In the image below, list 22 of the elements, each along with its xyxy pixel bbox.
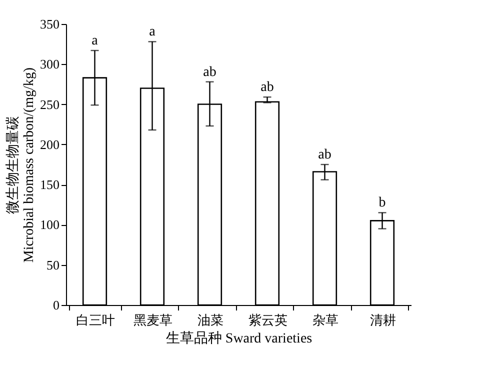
y-tick-label: 300 bbox=[40, 56, 60, 72]
x-tick-label: 白三叶 bbox=[76, 312, 115, 328]
annotation: b bbox=[378, 196, 386, 211]
annotation: a bbox=[149, 24, 156, 40]
x-tick-label: 紫云英 bbox=[248, 312, 288, 328]
y-tick-label: 350 bbox=[40, 16, 60, 32]
x-tick-label: 清耕 bbox=[370, 312, 396, 328]
y-tick-label: 0 bbox=[53, 298, 60, 312]
y-tick-label: 150 bbox=[40, 177, 60, 192]
x-tick-label: 黑麦草 bbox=[133, 312, 172, 328]
y-tick-label: 200 bbox=[40, 136, 60, 152]
y-tick-label: 50 bbox=[46, 257, 60, 272]
annotation: ab bbox=[318, 148, 332, 162]
y-tick-label: 250 bbox=[40, 96, 60, 112]
y-axis-title: 微生物生物量碳 Microbial biomass carbon/(mg/kg) bbox=[5, 67, 37, 263]
x-axis-title: 生草品种 Sward varieties bbox=[166, 330, 312, 346]
x-tick-label: 杂草 bbox=[312, 312, 338, 328]
y-tick-label: 100 bbox=[40, 217, 60, 232]
x-tick-label: 油菜 bbox=[197, 312, 224, 328]
annotation: ab bbox=[203, 64, 216, 80]
annotation: a bbox=[92, 33, 99, 48]
annotation: ab bbox=[260, 80, 274, 96]
